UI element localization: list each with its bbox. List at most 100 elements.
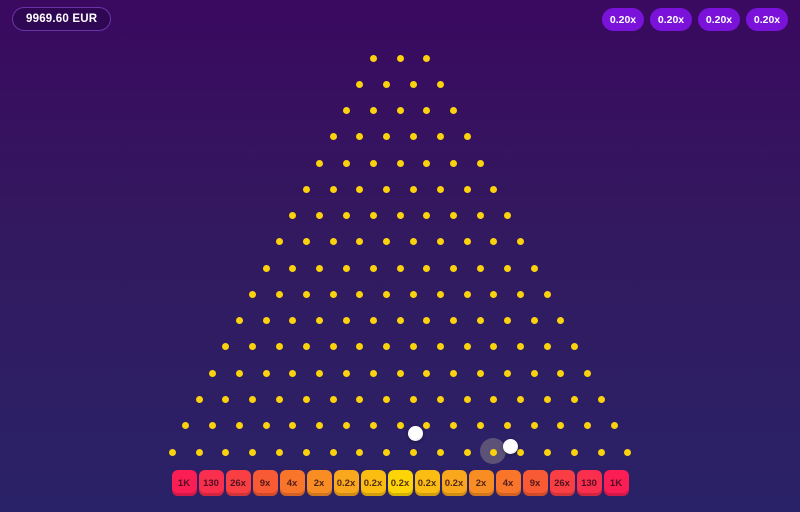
peg xyxy=(396,369,404,377)
recent-multiplier-badge: 0.20x xyxy=(602,8,644,31)
peg xyxy=(342,212,350,220)
peg xyxy=(517,448,525,456)
multiplier-slot: 2x xyxy=(468,470,494,496)
peg xyxy=(356,448,364,456)
multiplier-slot: 0.2x xyxy=(387,470,413,496)
peg xyxy=(463,290,471,298)
peg xyxy=(316,212,324,220)
peg xyxy=(396,107,404,115)
peg xyxy=(543,343,551,351)
peg xyxy=(396,264,404,272)
peg xyxy=(476,159,484,167)
peg xyxy=(517,290,525,298)
peg xyxy=(423,264,431,272)
peg xyxy=(396,54,404,62)
peg xyxy=(329,290,337,298)
peg xyxy=(289,317,297,325)
peg xyxy=(517,238,525,246)
peg xyxy=(249,343,257,351)
peg xyxy=(329,396,337,403)
peg xyxy=(423,159,431,167)
peg xyxy=(423,369,431,377)
peg xyxy=(369,212,377,220)
peg xyxy=(543,396,551,403)
peg xyxy=(369,107,377,115)
peg xyxy=(530,369,538,377)
peg xyxy=(356,238,364,246)
peg xyxy=(490,238,498,246)
plinko-ball xyxy=(407,425,423,441)
peg xyxy=(316,369,324,377)
peg xyxy=(342,369,350,377)
multiplier-slot: 0.2x xyxy=(441,470,467,496)
peg xyxy=(463,133,471,141)
peg xyxy=(463,448,471,456)
peg xyxy=(409,396,417,403)
peg xyxy=(275,396,283,403)
peg xyxy=(436,343,444,351)
peg xyxy=(584,369,592,377)
peg xyxy=(356,80,364,88)
peg xyxy=(490,343,498,351)
peg xyxy=(409,290,417,298)
peg xyxy=(463,185,471,193)
peg xyxy=(289,264,297,272)
peg xyxy=(490,185,498,193)
peg xyxy=(450,212,458,220)
peg xyxy=(249,290,257,298)
peg xyxy=(369,317,377,325)
peg xyxy=(436,448,444,456)
peg xyxy=(557,317,565,325)
peg xyxy=(597,448,605,456)
peg xyxy=(383,238,391,246)
peg xyxy=(436,185,444,193)
peg xyxy=(543,448,551,456)
peg xyxy=(329,133,337,141)
peg xyxy=(557,422,565,430)
peg xyxy=(302,290,310,298)
peg xyxy=(409,133,417,141)
peg xyxy=(396,422,404,430)
peg xyxy=(342,107,350,115)
multiplier-slot: 9x xyxy=(522,470,548,496)
peg xyxy=(610,422,618,430)
peg xyxy=(570,343,578,351)
peg xyxy=(409,343,417,351)
peg xyxy=(476,317,484,325)
multiplier-slot: 1K xyxy=(171,470,197,496)
peg xyxy=(584,422,592,430)
peg xyxy=(342,422,350,430)
peg xyxy=(624,448,632,456)
peg xyxy=(543,290,551,298)
peg xyxy=(208,422,216,430)
peg xyxy=(356,185,364,193)
peg xyxy=(450,159,458,167)
peg xyxy=(570,448,578,456)
peg xyxy=(503,317,511,325)
peg xyxy=(476,422,484,430)
multiplier-slot: 0.2x xyxy=(333,470,359,496)
peg xyxy=(342,159,350,167)
peg xyxy=(222,448,230,456)
peg xyxy=(450,422,458,430)
peg xyxy=(275,238,283,246)
peg xyxy=(517,396,525,403)
peg xyxy=(302,448,310,456)
balance-badge: 9969.60 EUR xyxy=(12,7,112,31)
peg xyxy=(597,396,605,403)
peg xyxy=(369,422,377,430)
multiplier-slot: 9x xyxy=(252,470,278,496)
peg xyxy=(436,80,444,88)
peg xyxy=(409,448,417,456)
peg xyxy=(423,317,431,325)
peg xyxy=(262,317,270,325)
peg xyxy=(262,369,270,377)
peg xyxy=(329,448,337,456)
multiplier-slot: 26x xyxy=(225,470,251,496)
peg xyxy=(517,343,525,351)
peg xyxy=(262,264,270,272)
peg xyxy=(302,396,310,403)
peg xyxy=(369,264,377,272)
peg xyxy=(275,448,283,456)
peg xyxy=(168,448,176,456)
